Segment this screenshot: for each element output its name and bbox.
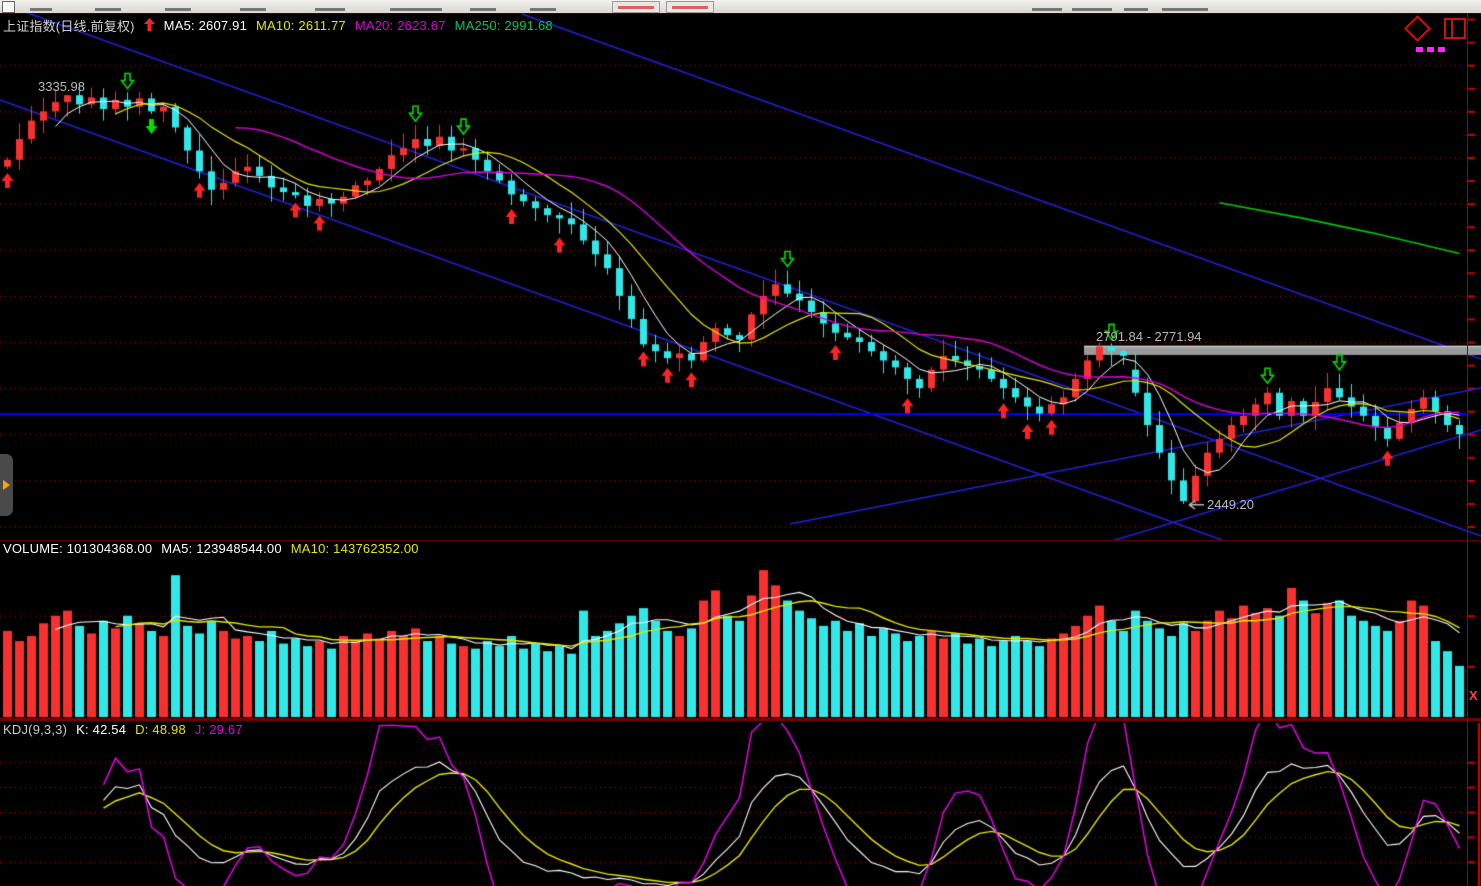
right-price-axis (1467, 13, 1468, 886)
chart-corner-tools (1402, 15, 1472, 58)
toolbar-button[interactable] (666, 1, 714, 13)
toolbar-text-remnant (470, 8, 496, 11)
volume-chart-canvas[interactable] (0, 540, 1481, 723)
toolbar-text-remnant (1124, 8, 1148, 11)
split-window-icon[interactable] (1444, 18, 1466, 39)
expand-arrow-icon (3, 480, 10, 490)
toolbar-text-remnant (390, 8, 442, 11)
toolbar-text-remnant (30, 8, 52, 11)
toolbar-button[interactable] (612, 1, 660, 13)
price-chart-canvas[interactable] (0, 13, 1481, 540)
toolbar-text-remnant (165, 8, 191, 11)
toolbar-text-remnant (240, 8, 266, 11)
kdj-chart-canvas[interactable] (0, 723, 1481, 886)
sidebar-expand-tab[interactable] (0, 454, 13, 516)
toolbar-text-remnant (530, 8, 556, 11)
top-toolbar (0, 0, 1481, 14)
ellipsis-menu-icon[interactable] (1416, 47, 1445, 52)
indicator-close-icon[interactable]: X (1469, 688, 1478, 703)
app-icon[interactable] (2, 1, 15, 13)
diamond-tool-icon[interactable] (1404, 15, 1431, 42)
toolbar-text-remnant (315, 8, 345, 11)
toolbar-text-remnant (95, 8, 121, 11)
toolbar-text-remnant (1162, 8, 1208, 11)
toolbar-text-remnant (1072, 8, 1112, 11)
toolbar-text-remnant (1032, 8, 1062, 11)
